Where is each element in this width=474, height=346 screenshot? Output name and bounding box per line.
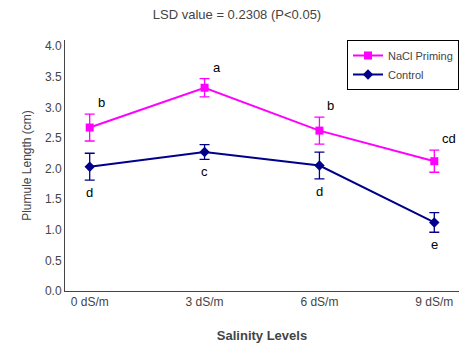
svg-text:b: b — [98, 95, 105, 110]
svg-text:Control: Control — [388, 69, 423, 81]
svg-text:cd: cd — [442, 131, 456, 146]
svg-text:b: b — [327, 98, 334, 113]
svg-text:LSD value = 0.2308 (P<0.05): LSD value = 0.2308 (P<0.05) — [153, 7, 321, 22]
svg-text:1.0: 1.0 — [45, 223, 62, 237]
svg-text:0.0: 0.0 — [45, 284, 62, 298]
svg-text:d: d — [86, 185, 93, 200]
svg-text:6 dS/m: 6 dS/m — [300, 295, 338, 309]
svg-text:3.5: 3.5 — [45, 70, 62, 84]
svg-text:Salinity Levels: Salinity Levels — [217, 328, 307, 343]
svg-text:2.5: 2.5 — [45, 131, 62, 145]
svg-text:3 dS/m: 3 dS/m — [186, 295, 224, 309]
svg-text:0.5: 0.5 — [45, 254, 62, 268]
svg-text:0 dS/m: 0 dS/m — [71, 295, 109, 309]
svg-text:4.0: 4.0 — [45, 39, 62, 53]
svg-text:e: e — [431, 237, 438, 252]
svg-text:a: a — [213, 60, 221, 75]
svg-text:2.0: 2.0 — [45, 162, 62, 176]
svg-text:3.0: 3.0 — [45, 101, 62, 115]
svg-text:NaCl Priming: NaCl Priming — [388, 50, 453, 62]
svg-text:9 dS/m: 9 dS/m — [415, 295, 453, 309]
svg-text:c: c — [201, 164, 208, 179]
svg-text:1.5: 1.5 — [45, 192, 62, 206]
svg-text:Plumule Length (cm): Plumule Length (cm) — [20, 110, 34, 221]
svg-text:d: d — [316, 184, 323, 199]
